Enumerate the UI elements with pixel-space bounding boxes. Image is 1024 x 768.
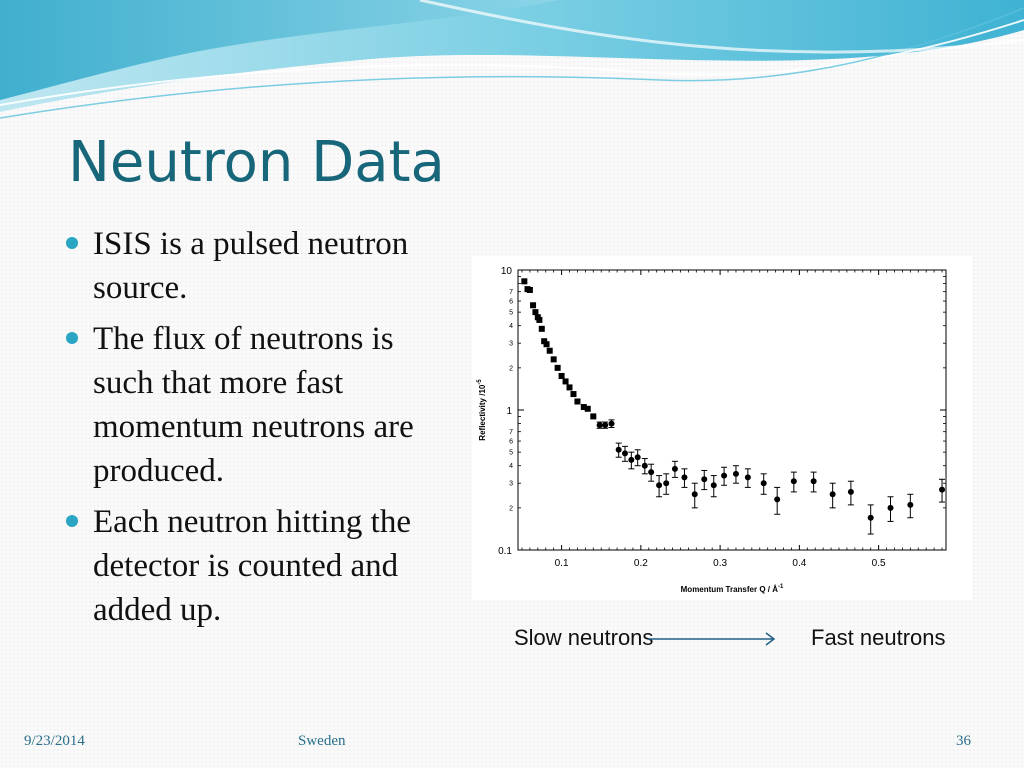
y-minor-tick-label: 4	[509, 463, 513, 470]
y-tick-label: 1	[506, 406, 512, 417]
data-point-circle	[760, 480, 767, 487]
x-tick-label: 0.5	[872, 558, 886, 569]
data-point-square	[538, 325, 545, 332]
bullet-text: The flux of neutrons is such that more f…	[93, 321, 414, 489]
data-point-square	[580, 404, 587, 411]
y-minor-tick-label: 7	[509, 429, 513, 436]
y-tick-label: 0.1	[498, 546, 512, 557]
bullet-dot-icon	[66, 237, 78, 249]
data-point-circle	[790, 478, 797, 485]
data-point-circle	[628, 456, 635, 463]
bullet-text: ISIS is a pulsed neutron source.	[93, 226, 409, 306]
y-minor-tick-label: 4	[509, 323, 513, 330]
data-point-circle	[691, 491, 698, 498]
legend-fast-neutrons: Fast neutrons	[811, 622, 946, 653]
data-point-circle	[774, 496, 781, 503]
data-point-circle	[608, 420, 615, 427]
y-tick-label: 10	[501, 266, 513, 277]
data-point-circle	[648, 469, 655, 476]
y-minor-tick-label: 5	[509, 310, 513, 317]
legend-slow-text: Slow neutrons	[514, 625, 654, 650]
y-minor-tick-label: 7	[509, 289, 513, 296]
x-tick-label: 0.1	[555, 558, 569, 569]
data-point-circle	[596, 422, 603, 429]
data-point-circle	[721, 472, 728, 479]
data-point-circle	[829, 491, 836, 498]
footer-page-number: 36	[956, 733, 971, 749]
x-tick-label: 0.3	[713, 558, 727, 569]
data-point-circle	[907, 501, 914, 508]
data-point-circle	[867, 514, 874, 521]
bullet-item: Each neutron hitting the detector is cou…	[62, 500, 462, 632]
bullet-item: The flux of neutrons is such that more f…	[62, 317, 462, 493]
data-point-square	[574, 398, 581, 405]
data-point-square	[590, 413, 597, 420]
slide-title: Neutron Data	[68, 130, 445, 195]
data-point-circle	[681, 474, 688, 481]
footer-date: 9/23/2014	[24, 733, 85, 749]
y-minor-tick-label: 6	[509, 439, 513, 446]
bullet-dot-icon	[66, 332, 78, 344]
data-point-square	[546, 347, 553, 354]
x-axis-label-superscript: -1	[778, 584, 784, 590]
y-axis-label: Reflectivity /10-5	[477, 379, 487, 441]
y-minor-tick-label: 6	[509, 299, 513, 306]
data-point-circle	[615, 446, 622, 453]
data-point-circle	[710, 482, 717, 489]
data-point-square	[562, 378, 569, 385]
y-minor-tick-label: 3	[509, 341, 513, 348]
data-point-square	[558, 372, 565, 379]
data-point-square	[541, 338, 548, 345]
data-point-square	[543, 341, 550, 348]
data-point-circle	[602, 422, 609, 429]
data-point-square	[566, 384, 573, 391]
data-point-circle	[810, 478, 817, 485]
bullet-dot-icon	[66, 515, 78, 527]
data-point-square	[584, 405, 591, 412]
x-tick-label: 0.4	[792, 558, 806, 569]
data-point-square	[554, 364, 561, 371]
bullet-list: ISIS is a pulsed neutron source. The flu…	[62, 222, 462, 639]
data-point-circle	[656, 482, 663, 489]
data-point-circle	[887, 504, 894, 511]
data-point-circle	[847, 488, 854, 495]
data-point-square	[532, 309, 539, 316]
header-wave-decoration	[0, 0, 1024, 119]
data-point-circle	[671, 465, 678, 472]
y-minor-tick-label: 3	[509, 481, 513, 488]
data-point-circle	[641, 462, 648, 469]
data-point-circle	[663, 480, 670, 487]
legend-fast-text: Fast neutrons	[811, 625, 946, 650]
data-point-square	[570, 391, 577, 398]
data-point-square	[530, 302, 537, 309]
data-point-square	[521, 278, 528, 285]
data-point-circle	[622, 450, 628, 457]
data-point-circle	[701, 476, 708, 483]
chart-canvas: 0.1 0.2 0.3 0.4 0.5 0.1 1 10 2 3 4 5 6 7 2 3 4 5 6 7 Momentu…	[477, 266, 947, 594]
data-point-square	[526, 286, 533, 293]
data-point-circle	[732, 470, 739, 477]
legend-slow-neutrons: Slow neutrons	[514, 622, 653, 653]
data-point-square	[536, 316, 543, 323]
y-minor-tick-label: 2	[509, 365, 513, 372]
x-tick-label: 0.2	[634, 558, 648, 569]
data-point-circle	[744, 474, 751, 481]
data-point-square	[550, 356, 557, 363]
y-minor-tick-label: 5	[509, 450, 513, 457]
y-minor-tick-label: 2	[509, 505, 513, 512]
reflectivity-chart: 0.1 0.2 0.3 0.4 0.5 0.1 1 10 2 3 4 5 6 7 2 3 4 5 6 7 Momentu…	[472, 256, 972, 600]
arrow-right-icon	[648, 632, 776, 646]
bullet-text: Each neutron hitting the detector is cou…	[93, 504, 411, 628]
y-axis-label-superscript: -5	[477, 379, 483, 385]
data-point-circle	[939, 486, 946, 493]
x-axis-label: Momentum Transfer Q / Å-1	[681, 584, 784, 594]
bullet-item: ISIS is a pulsed neutron source.	[62, 222, 462, 310]
data-point-circle	[634, 454, 641, 461]
footer-center-text: Sweden	[298, 733, 346, 749]
